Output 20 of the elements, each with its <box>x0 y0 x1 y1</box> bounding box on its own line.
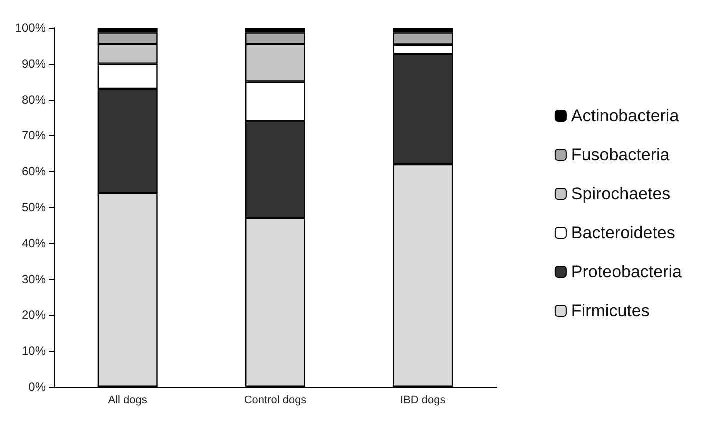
x-tick-label: All dogs <box>108 394 148 406</box>
x-tick-label: IBD dogs <box>400 394 446 406</box>
y-tick-label: 40% <box>22 236 46 250</box>
y-tick-label: 70% <box>22 128 46 143</box>
y-tick-label: 60% <box>22 164 46 179</box>
y-tick-label: 10% <box>22 344 46 358</box>
y-tick-label: 30% <box>22 272 46 286</box>
y-tick-label: 20% <box>22 308 46 322</box>
legend-label: Bacteroidetes <box>571 224 676 242</box>
legend-label: Fusobacteria <box>571 146 670 164</box>
y-tick-label: 100% <box>15 21 46 35</box>
legend-label: Firmicutes <box>571 302 650 320</box>
legend-label: Actinobacteria <box>571 106 680 126</box>
y-tick-label: 0% <box>28 380 46 394</box>
y-tick-label: 50% <box>22 200 46 214</box>
y-tick-label: 90% <box>22 56 46 71</box>
legend-label: Proteobacteria <box>571 262 683 282</box>
x-tick-label: Control dogs <box>244 394 308 406</box>
legend-label: Spirochaetes <box>571 184 671 204</box>
y-tick-label: 80% <box>22 92 46 107</box>
